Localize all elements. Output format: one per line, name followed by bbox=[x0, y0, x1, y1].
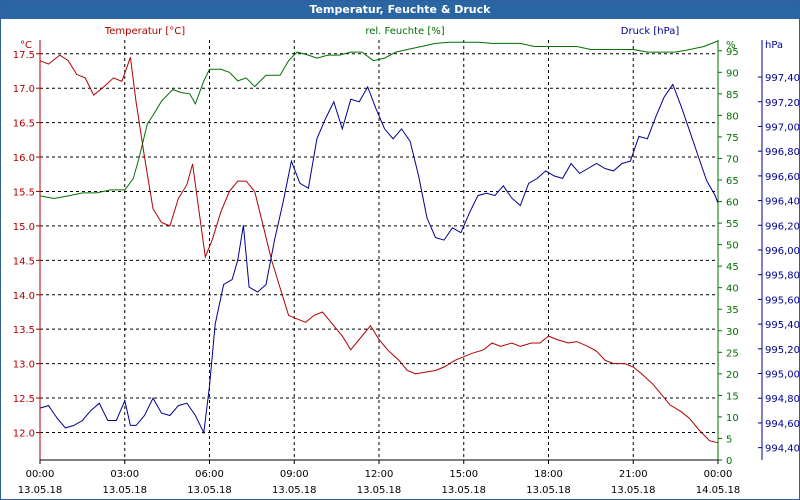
humidity-series-line bbox=[39, 40, 719, 200]
x-tick-time-label: 12:00 bbox=[365, 469, 394, 480]
humidity-tick-label: 85 bbox=[726, 90, 739, 101]
humidity-tick-label: 60 bbox=[726, 198, 739, 209]
pressure-tick-label: 996,20 bbox=[765, 221, 800, 232]
humidity-tick-label: 90 bbox=[726, 68, 739, 79]
x-tick-date-label: 13.05.18 bbox=[357, 485, 402, 496]
humidity-tick-label: 15 bbox=[726, 391, 739, 402]
x-tick-date-label: 13.05.18 bbox=[272, 485, 317, 496]
pressure-tick-label: 997,40 bbox=[765, 73, 800, 84]
pressure-tick-label: 997,00 bbox=[765, 122, 800, 133]
humidity-tick-label: 10 bbox=[726, 413, 739, 424]
temperature-tick-label: 13.0 bbox=[13, 360, 35, 371]
x-tick-time-label: 00:00 bbox=[26, 469, 55, 480]
temperature-tick-label: 16.0 bbox=[13, 153, 35, 164]
humidity-tick-label: 5 bbox=[726, 434, 732, 445]
temperature-tick-label: 13.5 bbox=[13, 325, 35, 336]
temperature-series-line bbox=[39, 54, 719, 444]
humidity-tick-label: 35 bbox=[726, 305, 739, 316]
temperature-unit: °C bbox=[20, 40, 32, 51]
pressure-tick-label: 995,00 bbox=[765, 370, 800, 381]
x-tick-date-label: 13.05.18 bbox=[611, 485, 656, 496]
pressure-tick-label: 994,80 bbox=[765, 394, 800, 405]
chart-axes bbox=[36, 40, 763, 464]
pressure-tick-label: 996,40 bbox=[765, 197, 800, 208]
temperature-tick-label: 12.0 bbox=[13, 428, 35, 439]
x-tick-time-label: 18:00 bbox=[534, 469, 563, 480]
pressure-tick-label: 995,60 bbox=[765, 295, 800, 306]
x-tick-time-label: 09:00 bbox=[280, 469, 309, 480]
pressure-unit: hPa bbox=[765, 40, 783, 51]
pressure-tick-label: 996,00 bbox=[765, 246, 800, 257]
temperature-tick-label: 15.0 bbox=[13, 222, 35, 233]
temperature-tick-label: 17.5 bbox=[13, 50, 35, 61]
pressure-tick-label: 994,40 bbox=[765, 444, 800, 455]
x-tick-date-label: 13.05.18 bbox=[102, 485, 147, 496]
temperature-tick-label: 17.0 bbox=[13, 84, 35, 95]
humidity-tick-label: 65 bbox=[726, 176, 739, 187]
humidity-tick-label: 25 bbox=[726, 348, 739, 359]
humidity-tick-label: 75 bbox=[726, 133, 739, 144]
x-tick-date-label: 14.05.18 bbox=[696, 485, 741, 496]
humidity-tick-label: 55 bbox=[726, 219, 739, 230]
pressure-tick-label: 996,60 bbox=[765, 172, 800, 183]
x-tick-date-label: 13.05.18 bbox=[526, 485, 571, 496]
temperature-axis-title: Temperatur [°C] bbox=[104, 26, 185, 37]
temperature-tick-label: 15.5 bbox=[13, 187, 35, 198]
humidity-tick-label: 80 bbox=[726, 111, 739, 122]
pressure-tick-label: 995,20 bbox=[765, 345, 800, 356]
humidity-tick-label: 40 bbox=[726, 284, 739, 295]
temperature-tick-label: 14.5 bbox=[13, 256, 35, 267]
pressure-tick-label: 996,80 bbox=[765, 147, 800, 158]
humidity-tick-label: 0 bbox=[726, 456, 732, 467]
humidity-tick-label: 45 bbox=[726, 262, 739, 273]
humidity-tick-label: 70 bbox=[726, 154, 739, 165]
x-tick-time-label: 06:00 bbox=[195, 469, 224, 480]
humidity-tick-label: 30 bbox=[726, 327, 739, 338]
pressure-series-line bbox=[39, 83, 719, 435]
pressure-axis-title: Druck [hPa] bbox=[621, 26, 680, 37]
axis-labels: 17.5 17.0 16.5 16.0 15.5 15.0 14.5 14.0 13.5 13.0… bbox=[13, 26, 800, 496]
x-tick-date-label: 13.05.18 bbox=[187, 485, 232, 496]
data-series bbox=[39, 40, 719, 444]
x-tick-time-label: 03:00 bbox=[110, 469, 139, 480]
humidity-tick-label: 50 bbox=[726, 241, 739, 252]
x-tick-time-label: 15:00 bbox=[449, 469, 478, 480]
humidity-tick-label: 95 bbox=[726, 47, 739, 58]
pressure-tick-label: 997,20 bbox=[765, 98, 800, 109]
temperature-tick-label: 12.5 bbox=[13, 394, 35, 405]
temperature-tick-label: 16.5 bbox=[13, 119, 35, 130]
humidity-unit: % bbox=[726, 40, 736, 51]
window-title: Temperatur, Feuchte & Druck bbox=[1, 1, 799, 19]
temperature-tick-label: 14.0 bbox=[13, 291, 35, 302]
pressure-tick-label: 994,60 bbox=[765, 419, 800, 430]
humidity-axis-title: rel. Feuchte [%] bbox=[365, 26, 444, 37]
pressure-tick-label: 995,80 bbox=[765, 271, 800, 282]
grid-lines bbox=[40, 40, 718, 460]
x-tick-date-label: 13.05.18 bbox=[441, 485, 486, 496]
humidity-tick-label: 20 bbox=[726, 370, 739, 381]
pressure-tick-label: 995,40 bbox=[765, 320, 800, 331]
x-tick-time-label: 00:00 bbox=[704, 469, 733, 480]
x-tick-time-label: 21:00 bbox=[619, 469, 648, 480]
x-tick-date-label: 13.05.18 bbox=[18, 485, 63, 496]
